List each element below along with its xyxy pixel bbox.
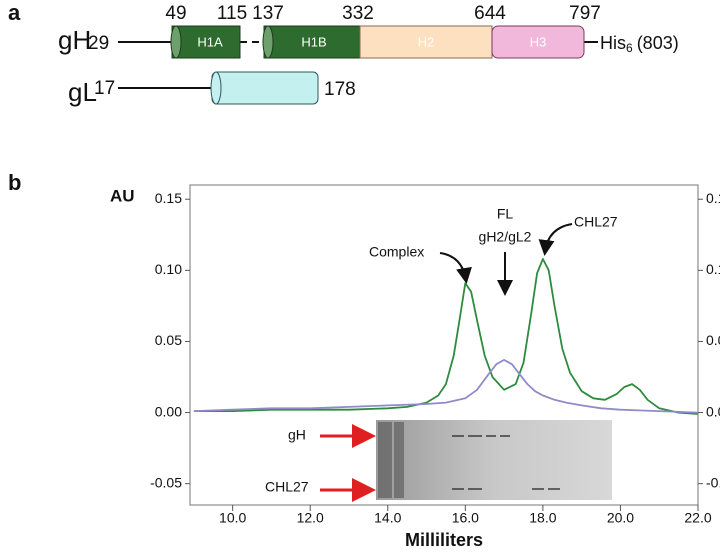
y2-tick-label: 0.05 (706, 332, 720, 348)
y-tick-label: 0.15 (155, 190, 182, 206)
x-tick-label: 14.0 (374, 510, 401, 526)
domain-h1b: H1B (262, 25, 361, 59)
annotation-arrow (439, 252, 472, 284)
y2-tick-label: 0.00 (706, 403, 720, 419)
panel-label: b (8, 170, 21, 195)
tag-label: His6 (803) (600, 33, 679, 55)
y2-tick-label: 0.15 (706, 190, 720, 206)
y-tick-label: 0.05 (155, 332, 182, 348)
gel-label: CHL27 (265, 479, 309, 495)
domain-h2: H2 (359, 25, 493, 59)
annotation: Complex (369, 244, 424, 260)
residue-label: 332 (342, 3, 374, 24)
x-tick-label: 20.0 (607, 510, 634, 526)
y-tick-label: -0.05 (150, 474, 182, 490)
residue-label: 644 (474, 3, 506, 24)
tag-end: (803) (637, 33, 679, 53)
residue-label: 29 (88, 33, 109, 54)
tag-subscript: 6 (626, 41, 633, 55)
residue-label: 17 (94, 78, 115, 99)
protein-name: gL (68, 77, 97, 107)
residue-label: 137 (252, 3, 284, 24)
y-axis-label: AU (110, 186, 135, 205)
domain-h3: H3 (491, 25, 585, 59)
domain-label: H2 (418, 34, 435, 49)
annotation: CHL27 (574, 214, 618, 230)
panel-label: a (8, 0, 21, 25)
annotation: gH2/gL2 (479, 229, 532, 245)
x-tick-label: 12.0 (297, 510, 324, 526)
domain-gl (210, 71, 319, 105)
x-tick-label: 22.0 (684, 510, 711, 526)
y-tick-label: 0.00 (155, 403, 182, 419)
protein-name: gH (58, 25, 91, 55)
data-line (193, 359, 699, 414)
x-axis-label: Milliliters (405, 530, 483, 550)
plot-frame (189, 184, 699, 506)
data-line (193, 258, 699, 415)
gel-label: gH (288, 427, 306, 443)
domain-label: H3 (530, 34, 547, 49)
tag: His (600, 33, 626, 53)
y-tick-label: 0.10 (155, 261, 182, 277)
x-tick-label: 10.0 (219, 510, 246, 526)
gel-image (376, 420, 612, 500)
x-tick-label: 16.0 (452, 510, 479, 526)
residue-label: 49 (165, 3, 186, 24)
domain-h1a: H1A (170, 25, 241, 59)
x-tick-label: 18.0 (529, 510, 556, 526)
residue-label: 797 (569, 3, 601, 24)
y2-tick-label: -0.05 (706, 474, 720, 490)
annotation: FL (497, 206, 514, 222)
residue-label: 178 (324, 79, 356, 100)
residue-label: 115 (217, 3, 247, 24)
annotation-arrow (538, 223, 573, 256)
domain-label: H1A (197, 34, 223, 49)
y2-tick-label: 0.10 (706, 261, 720, 277)
domain-label: H1B (301, 34, 326, 49)
